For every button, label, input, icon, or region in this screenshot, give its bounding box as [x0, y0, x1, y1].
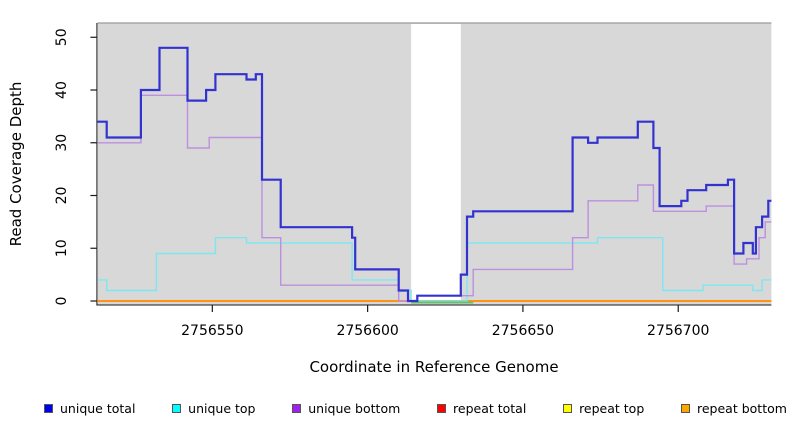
y-tick-label: 20 [54, 187, 70, 205]
y-axis-title: Read Coverage Depth [7, 81, 25, 247]
legend-item-repeat-bottom: repeat bottom [681, 401, 787, 416]
y-tick-label: 10 [54, 239, 70, 257]
gap-band [411, 24, 461, 302]
x-tick-label: 2756650 [492, 323, 554, 339]
legend-item-repeat-total: repeat total [437, 401, 526, 416]
legend-label: repeat top [579, 400, 645, 416]
legend-swatch-icon [44, 403, 53, 413]
legend-label: repeat total [453, 400, 527, 416]
y-tick-label: 30 [54, 134, 70, 152]
legend-swatch-icon [292, 403, 302, 413]
x-tick-label: 2756550 [181, 323, 243, 339]
legend-item-unique-bottom: unique bottom [292, 401, 400, 416]
legend-swatch-icon [437, 403, 447, 413]
x-tick-label: 2756700 [647, 323, 709, 339]
legend-swatch-icon [563, 403, 573, 413]
legend: unique total unique top unique bottom repea… [44, 397, 787, 419]
series-line-unique-top [97, 237, 772, 302]
legend-item-unique-top: unique top [172, 401, 255, 416]
legend-swatch-icon [681, 403, 690, 413]
legend-item-unique-total: unique total [44, 401, 135, 416]
coverage-plot-canvas: 0 10 20 30 40 50 2756550 2756600 2756650 2756700 [54, 22, 772, 339]
y-tick-label: 50 [54, 28, 70, 46]
y-tick-label: 40 [54, 81, 70, 99]
legend-swatch-icon [172, 403, 182, 413]
legend-label: unique bottom [308, 400, 401, 416]
series-line-unique-bottom [97, 94, 772, 302]
y-tick-label: 0 [54, 297, 70, 306]
legend-label: repeat bottom [697, 400, 787, 416]
series-line-unique-total [97, 46, 772, 303]
legend-label: unique top [188, 400, 256, 416]
x-tick-label: 2756600 [336, 323, 398, 339]
x-axis-title: Coordinate in Reference Genome [309, 358, 559, 376]
legend-item-repeat-top: repeat top [563, 401, 644, 416]
legend-label: unique total [60, 400, 136, 416]
